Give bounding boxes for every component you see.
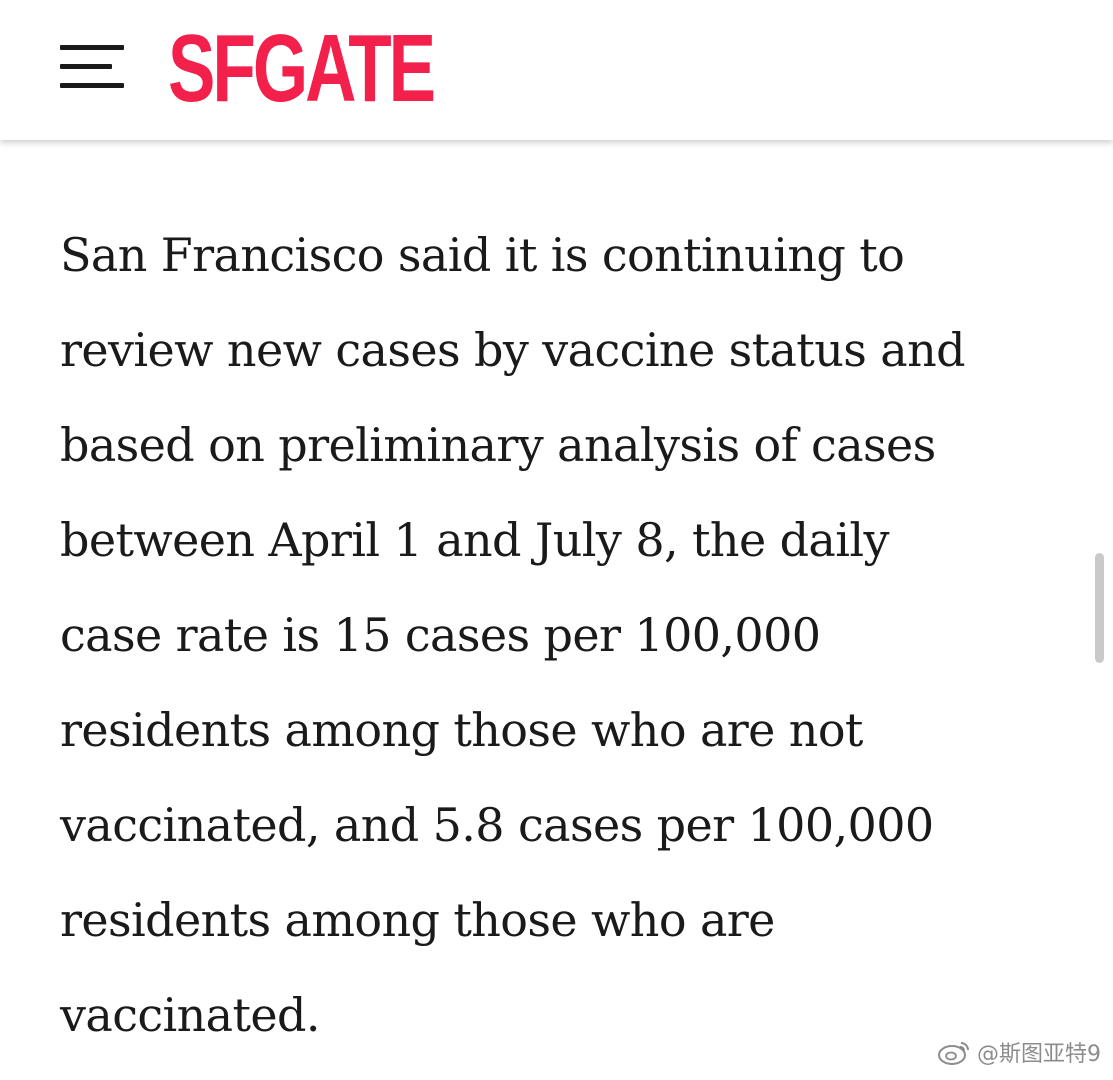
article-line: vaccinated, and 5.8 cases per 100,000 [60, 798, 934, 852]
article-line: review new cases by vaccine status and [60, 323, 966, 377]
scrollbar-thumb[interactable] [1095, 553, 1104, 663]
article-line: San Francisco said it is continuing to [60, 228, 905, 282]
weibo-icon [937, 1038, 971, 1066]
sfgate-logo[interactable]: SFGATE [168, 15, 436, 122]
article-line: residents among those who are not [60, 703, 863, 757]
article-line: between April 1 and July 8, the daily [60, 513, 889, 567]
menu-button[interactable] [56, 40, 128, 94]
article-line: based on preliminary analysis of cases [60, 418, 936, 472]
article-paragraph: San Francisco said it is continuing to r… [60, 208, 1060, 1063]
watermark: @斯图亚特9 [937, 1034, 1101, 1070]
article-line: vaccinated. [60, 988, 320, 1042]
article-line: case rate is 15 cases per 100,000 [60, 608, 821, 662]
article-line: residents among those who are [60, 893, 775, 947]
site-header: SFGATE [0, 0, 1113, 140]
watermark-text: @斯图亚特9 [977, 1042, 1101, 1067]
